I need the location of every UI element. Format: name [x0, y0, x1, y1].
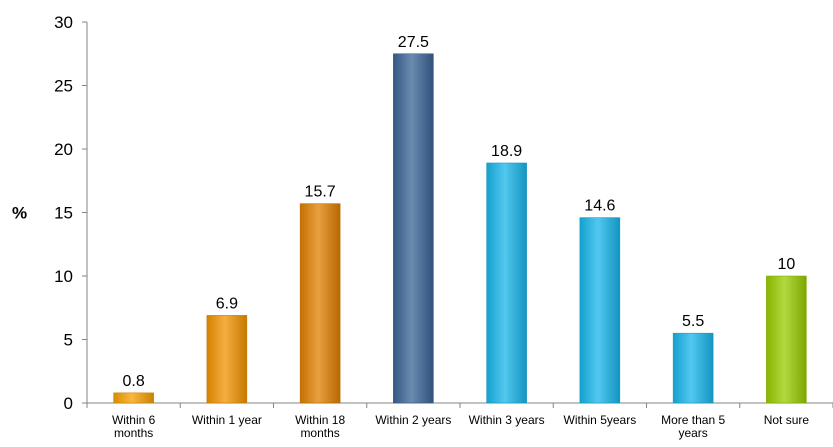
bar-8: [766, 275, 807, 404]
y-tick-label: 10: [54, 267, 73, 286]
y-tick-label: 30: [54, 13, 73, 32]
data-label-6: 14.6: [584, 198, 615, 215]
data-label-3: 15.7: [305, 184, 336, 201]
bar-1: [113, 392, 154, 404]
y-tick-labels: 0 5 10 15 20 25 30: [54, 13, 87, 413]
bar-7: [672, 332, 714, 404]
data-label-1: 0.8: [123, 373, 145, 390]
y-tick-label: 15: [54, 204, 73, 223]
bar-4: [393, 53, 434, 404]
y-tick-label: 20: [54, 140, 73, 159]
bar-3: [299, 203, 341, 404]
bar-6: [579, 217, 621, 404]
x-tick-label-3: Within 18 months: [295, 413, 345, 440]
bar-2: [206, 315, 248, 404]
axes: [86, 22, 833, 408]
x-tick-label-4: Within 2 years: [375, 413, 451, 427]
x-tick-label-2: Within 1 year: [192, 413, 262, 427]
x-tick-label-6: Within 5years: [564, 413, 637, 427]
x-tick-label-1: Within 6 months: [112, 413, 156, 440]
data-label-8: 10: [777, 256, 795, 273]
bar-5: [486, 162, 527, 404]
y-tick-label: 25: [54, 77, 73, 96]
x-tick-label-8: Not sure: [764, 413, 810, 427]
data-label-7: 5.5: [682, 313, 704, 330]
x-tick-label-7: More than 5 years: [661, 413, 725, 440]
data-labels: 0.8 6.9 15.7 27.5 18.9 14.6 5.5 10: [123, 34, 796, 390]
y-tick-label: 5: [64, 331, 73, 350]
data-label-5: 18.9: [491, 143, 522, 160]
data-label-4: 27.5: [398, 34, 429, 51]
y-axis-label: %: [12, 204, 27, 223]
data-label-2: 6.9: [216, 295, 238, 312]
x-tick-label-5: Within 3 years: [469, 413, 545, 427]
x-tick-labels: Within 6 months Within 1 year Within 18 mont…: [112, 413, 809, 440]
y-tick-label: 0: [64, 394, 73, 413]
bars: [113, 53, 807, 404]
